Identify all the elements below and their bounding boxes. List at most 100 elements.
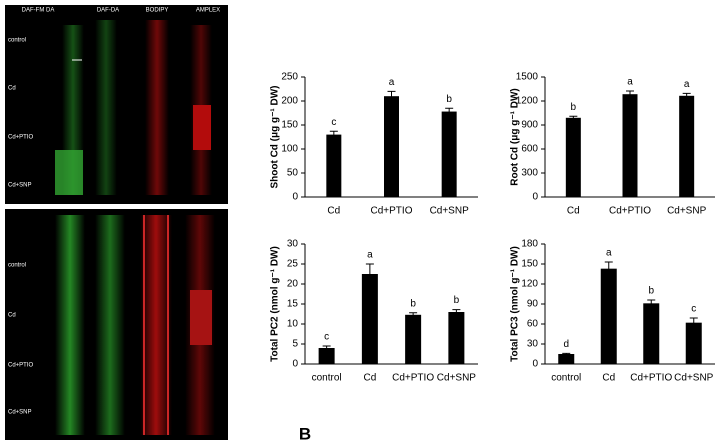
x-tick-label: control [312,373,342,384]
significance-label: c [331,117,336,128]
significance-label: b [410,298,416,309]
row-label: Cd+PTIO [8,363,34,369]
x-tick-label: Cd+PTIO [630,373,672,384]
y-tick-label: 120 [521,279,538,290]
column-label: DAF-DA [97,8,119,14]
column-label: AMPLEX [196,8,220,14]
panel-label: B [299,424,311,443]
y-tick-label: 250 [281,72,298,83]
row-label: Cd+PTIO [8,135,34,141]
row-label: Cd+SNP [8,410,32,416]
column-label: BODIPY [146,8,169,14]
panel-label: A [34,424,46,443]
y-axis-label: Total PC2 (nmol g⁻¹ DW) [270,246,281,362]
x-tick-label: Cd+SNP [430,206,470,217]
y-tick-label: 1200 [516,96,539,107]
bar [622,94,638,197]
y-axis-label: Shoot Cd (μg g⁻¹ DW) [270,85,281,188]
error-bar [626,90,634,98]
significance-label: d [563,339,569,350]
y-tick-label: 180 [521,239,538,250]
y-tick-label: 1500 [516,72,539,83]
y-tick-label: 20 [287,279,299,290]
error-bar [452,309,461,315]
y-tick-label: 30 [287,239,299,250]
bar [448,312,465,364]
micrographs [5,5,228,440]
significance-label: c [691,304,696,315]
y-tick-label: 15 [287,299,299,310]
x-tick-label: control [551,373,581,384]
x-tick-label: Cd [602,373,615,384]
bar [685,322,702,364]
significance-label: a [367,250,373,261]
y-tick-label: 90 [527,299,539,310]
y-tick-label: 30 [527,339,539,350]
error-bar [604,261,613,276]
significance-label: a [627,77,633,88]
row-label: Cd [8,86,16,92]
error-bar [322,345,331,350]
error-bar [387,90,396,101]
bar [565,117,581,197]
y-tick-label: 25 [287,259,299,270]
bar [600,268,617,364]
x-tick-label: Cd+SNP [667,206,707,217]
y-tick-label: 50 [287,168,299,179]
bar [384,96,399,197]
error-bar [329,130,338,138]
bar [405,314,422,364]
significance-label: c [324,332,329,343]
x-tick-label: Cd+PTIO [371,206,413,217]
error-bar [409,312,418,317]
significance-label: b [446,94,452,105]
y-tick-label: 0 [292,192,298,203]
bar [558,354,575,364]
bar [643,303,660,364]
x-tick-label: Cd+SNP [437,373,477,384]
y-tick-label: 600 [521,144,538,155]
significance-label: b [454,295,460,306]
y-tick-label: 200 [281,96,298,107]
y-tick-label: 60 [527,319,539,330]
significance-label: b [648,286,654,297]
significance-label: a [389,77,395,88]
bar [441,111,457,197]
significance-label: a [606,248,612,259]
y-tick-label: 0 [532,192,538,203]
x-tick-label: Cd [567,206,580,217]
error-bar [689,317,698,328]
bar [679,95,695,197]
y-tick-label: 0 [292,359,298,370]
x-tick-label: Cd [327,206,340,217]
x-tick-label: Cd+PTIO [392,373,434,384]
error-bar [365,263,374,284]
error-bar [647,299,656,307]
x-tick-label: Cd+SNP [674,373,714,384]
y-tick-label: 0 [532,359,538,370]
significance-label: a [684,79,690,90]
significance-label: b [571,102,577,113]
bar [361,274,378,364]
error-bar [682,92,691,99]
y-tick-label: 150 [521,259,538,270]
column-label: DAF-FM DA [22,8,55,14]
y-tick-label: 10 [287,319,299,330]
x-tick-label: Cd [363,373,376,384]
y-axis-label: Root Cd (μg g⁻¹ DW) [510,88,521,185]
row-label: Cd [8,313,16,319]
row-label: control [8,263,26,269]
row-label: Cd+SNP [8,183,32,189]
y-tick-label: 300 [521,168,538,179]
x-tick-label: Cd+PTIO [609,206,651,217]
y-tick-label: 900 [521,120,538,131]
error-bar [445,107,454,115]
y-axis-label: Total PC3 (nmol g⁻¹ DW) [510,246,521,362]
error-bar [562,352,571,355]
error-bar [569,115,578,120]
bar [318,348,335,364]
row-label: control [8,38,26,44]
bar [326,134,342,197]
y-tick-label: 100 [281,144,298,155]
